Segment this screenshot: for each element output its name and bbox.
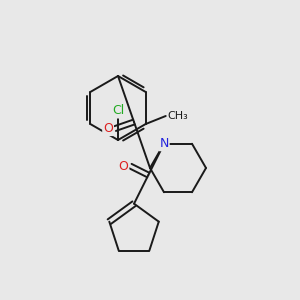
- Text: O: O: [118, 160, 128, 172]
- Text: N: N: [159, 137, 169, 150]
- Text: O: O: [103, 122, 113, 135]
- Text: Cl: Cl: [112, 104, 124, 118]
- Text: CH₃: CH₃: [168, 111, 188, 121]
